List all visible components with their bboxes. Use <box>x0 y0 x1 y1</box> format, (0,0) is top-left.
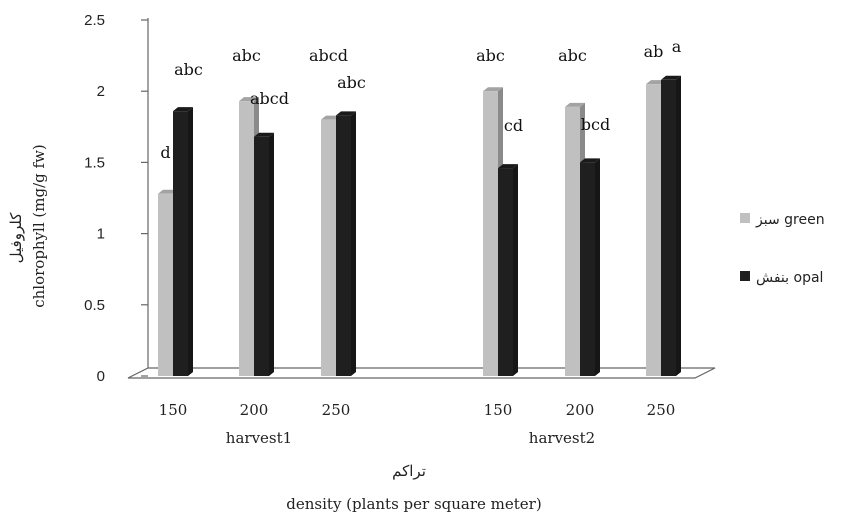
bar-front <box>336 115 351 377</box>
legend-label-opal: بنفش opal <box>756 270 823 286</box>
bar-top <box>565 102 585 107</box>
x-category-label: 150 <box>159 401 188 419</box>
bar-top <box>661 75 681 80</box>
bar-front <box>321 119 336 377</box>
significance-label: a <box>672 37 682 56</box>
y-tick-label: 1 <box>97 226 105 243</box>
y-axis-title-en: chlorophyll (mg/g fw) <box>30 144 48 308</box>
x-category-label: 150 <box>484 401 513 419</box>
significance-label: abc <box>476 46 505 65</box>
x-group-label: harvest2 <box>529 429 595 447</box>
x-category-label: 250 <box>322 401 351 419</box>
significance-label: abc <box>558 46 587 65</box>
bar-top <box>498 164 518 169</box>
legend-swatch-opal <box>740 271 750 281</box>
bar-side <box>595 158 600 376</box>
x-category-label: 200 <box>566 401 595 419</box>
floor <box>127 367 716 379</box>
significance-label: ab <box>644 42 664 61</box>
x-category-label: 250 <box>647 401 676 419</box>
bar-front <box>498 168 513 376</box>
bar-opal <box>173 107 193 377</box>
bar-front <box>239 101 254 376</box>
significance-label: bcd <box>581 115 610 134</box>
bar-front <box>483 91 498 376</box>
legend-label-green: سبز green <box>755 212 825 228</box>
significance-label: abc <box>174 60 203 79</box>
x-category-labels: 150 200 250 150 200 250 <box>159 401 676 419</box>
significance-label: abcd <box>250 89 289 108</box>
bar-top <box>580 158 600 163</box>
bar-opal <box>661 75 681 377</box>
bars <box>158 75 681 377</box>
bar-front <box>565 106 580 376</box>
bar-front <box>158 193 173 376</box>
bar-opal <box>336 111 356 377</box>
bar-top <box>173 107 193 112</box>
y-tick-label: 2.5 <box>84 12 105 29</box>
x-axis-title-en: density (plants per square meter) <box>286 495 541 513</box>
bar-opal <box>580 158 600 376</box>
bar-front <box>173 111 188 377</box>
y-tick-label: 0 <box>97 368 105 385</box>
significance-label: abc <box>232 46 261 65</box>
x-category-label: 200 <box>240 401 269 419</box>
y-axis-title: کلروفیل chlorophyll (mg/g fw) <box>7 144 48 308</box>
bar-side <box>188 107 193 377</box>
significance-labels: d abc abc abcd abcd abc abc cd abc bcd ab a <box>160 37 681 162</box>
significance-label: d <box>160 143 170 162</box>
bar-top <box>336 111 356 116</box>
bar-front <box>661 79 676 377</box>
bar-side <box>676 75 681 377</box>
bar-top <box>254 132 274 137</box>
bar-front <box>646 84 661 376</box>
bar-front <box>254 136 269 376</box>
bar-side <box>351 111 356 377</box>
bar-front <box>580 162 595 376</box>
bar-opal <box>254 132 274 376</box>
y-tick-label: 1.5 <box>84 154 105 171</box>
y-tick-label: 2 <box>97 83 105 100</box>
x-group-labels: harvest1 harvest2 <box>226 429 595 447</box>
y-tick-label: 0.5 <box>84 297 105 314</box>
significance-label: cd <box>504 116 523 135</box>
axes <box>127 18 716 379</box>
legend: سبز green بنفش opal <box>740 212 825 286</box>
significance-label: abcd <box>309 46 348 65</box>
bar-top <box>239 97 259 102</box>
bar-side <box>269 132 274 376</box>
bar-side <box>513 164 518 376</box>
x-axis-title-fa: تراکم <box>392 462 426 480</box>
x-group-label: harvest1 <box>226 429 292 447</box>
significance-label: abc <box>337 73 366 92</box>
y-axis-title-fa: کلروفیل <box>7 212 25 264</box>
y-ticks: 0 0.5 1 1.5 2 2.5 <box>84 12 148 385</box>
legend-swatch-green <box>740 213 750 223</box>
bar-top <box>483 87 503 92</box>
bar-opal <box>498 164 518 376</box>
